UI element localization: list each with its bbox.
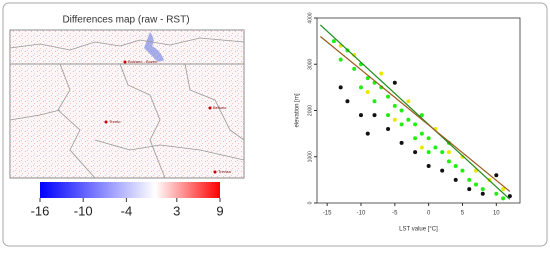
y-tick-label: 3000 bbox=[307, 58, 313, 69]
point bbox=[331, 39, 336, 44]
place-dot bbox=[213, 170, 217, 174]
point bbox=[433, 145, 438, 150]
x-tick-label: 10 bbox=[493, 211, 500, 217]
point bbox=[352, 53, 357, 57]
colorbar-tick-label: -16 bbox=[31, 203, 50, 218]
colorbar-tick-label: -10 bbox=[74, 203, 93, 218]
point bbox=[419, 131, 424, 136]
point bbox=[399, 140, 404, 145]
colorbar: -16 -10 -4 3 9 bbox=[31, 182, 224, 218]
place-dot bbox=[104, 120, 108, 124]
point bbox=[365, 131, 370, 136]
y-tick-label: 0 bbox=[307, 201, 313, 204]
point bbox=[386, 94, 391, 99]
scatter-plot: -15 -10 -5 0 5 10 0 1000 2000 3000 4000 LST value [… bbox=[295, 12, 521, 233]
point bbox=[474, 182, 479, 187]
place-label: Treviso bbox=[218, 169, 232, 174]
point bbox=[386, 127, 391, 131]
point bbox=[399, 122, 404, 127]
point bbox=[501, 187, 506, 192]
point bbox=[453, 177, 458, 182]
point bbox=[413, 122, 418, 127]
point bbox=[365, 76, 370, 81]
point bbox=[365, 90, 370, 94]
point bbox=[426, 164, 431, 168]
point bbox=[446, 150, 451, 155]
y-tick-label: 4000 bbox=[307, 12, 313, 23]
point bbox=[379, 71, 384, 76]
point bbox=[386, 113, 391, 118]
point bbox=[372, 99, 377, 104]
point bbox=[392, 80, 397, 85]
x-axis-label: LST value [°C] bbox=[399, 227, 438, 233]
colorbar-tick-label: 9 bbox=[216, 203, 223, 218]
point bbox=[507, 194, 512, 199]
point bbox=[480, 191, 485, 196]
place-label: Trento bbox=[109, 119, 121, 124]
x-tick-label: 5 bbox=[461, 211, 465, 217]
point bbox=[406, 99, 411, 104]
point bbox=[426, 136, 431, 141]
point bbox=[358, 113, 363, 118]
point bbox=[446, 159, 451, 164]
x-tick-label: -15 bbox=[323, 211, 332, 217]
point bbox=[453, 164, 458, 168]
place-label: Bolzano - Bozen bbox=[128, 59, 157, 64]
point bbox=[352, 66, 357, 71]
y-tick-label: 1000 bbox=[307, 151, 313, 162]
point bbox=[372, 113, 377, 118]
map bbox=[9, 29, 245, 179]
x-tick-label: -5 bbox=[392, 211, 398, 217]
x-tick-label: -10 bbox=[357, 211, 366, 217]
y-tick-label: 2000 bbox=[307, 105, 313, 116]
point bbox=[413, 150, 418, 155]
point bbox=[406, 117, 411, 122]
point bbox=[413, 136, 418, 141]
point bbox=[480, 187, 485, 192]
map-title: Differences map (raw - RST) bbox=[62, 15, 189, 26]
place-dot bbox=[123, 60, 127, 64]
point bbox=[392, 117, 397, 122]
point bbox=[338, 85, 343, 90]
point bbox=[440, 150, 445, 155]
point bbox=[399, 108, 404, 113]
fit-line bbox=[319, 24, 511, 200]
point bbox=[440, 168, 445, 173]
point bbox=[419, 113, 424, 118]
point bbox=[494, 173, 499, 178]
point bbox=[467, 177, 472, 182]
fit-line bbox=[320, 36, 511, 192]
point bbox=[467, 187, 472, 192]
x-tick-label: 0 bbox=[427, 211, 431, 217]
colorbar-tick-label: 3 bbox=[173, 203, 180, 218]
point bbox=[419, 145, 424, 150]
colorbar-bar bbox=[40, 182, 220, 198]
point bbox=[494, 191, 499, 196]
point bbox=[392, 103, 397, 108]
y-axis-label: elevation [m] bbox=[295, 93, 301, 127]
point bbox=[345, 99, 350, 104]
point bbox=[426, 150, 431, 155]
place-dot bbox=[208, 106, 212, 110]
point bbox=[338, 57, 343, 62]
colorbar-tick-label: -4 bbox=[121, 203, 133, 218]
place-label: Belluno bbox=[213, 105, 227, 110]
point bbox=[460, 154, 465, 159]
point bbox=[460, 168, 465, 173]
point bbox=[358, 85, 363, 90]
point bbox=[501, 196, 506, 201]
